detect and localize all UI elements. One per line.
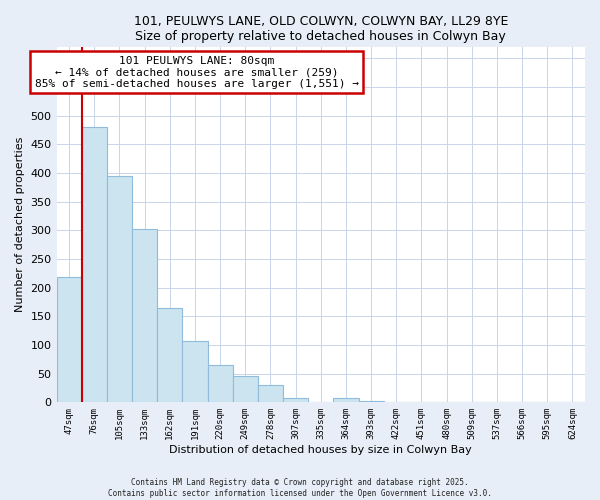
Bar bbox=[182, 341, 208, 402]
Bar bbox=[157, 308, 182, 402]
Text: 101 PEULWYS LANE: 80sqm
← 14% of detached houses are smaller (259)
85% of semi-d: 101 PEULWYS LANE: 80sqm ← 14% of detache… bbox=[35, 56, 359, 89]
Title: 101, PEULWYS LANE, OLD COLWYN, COLWYN BAY, LL29 8YE
Size of property relative to: 101, PEULWYS LANE, OLD COLWYN, COLWYN BA… bbox=[134, 15, 508, 43]
Bar bbox=[258, 384, 283, 402]
Text: Contains HM Land Registry data © Crown copyright and database right 2025.
Contai: Contains HM Land Registry data © Crown c… bbox=[108, 478, 492, 498]
Bar bbox=[82, 127, 107, 402]
Bar bbox=[132, 229, 157, 402]
Bar bbox=[233, 376, 258, 402]
X-axis label: Distribution of detached houses by size in Colwyn Bay: Distribution of detached houses by size … bbox=[169, 445, 472, 455]
Bar bbox=[283, 398, 308, 402]
Y-axis label: Number of detached properties: Number of detached properties bbox=[15, 137, 25, 312]
Bar bbox=[107, 176, 132, 402]
Bar bbox=[56, 278, 82, 402]
Bar bbox=[208, 365, 233, 403]
Bar bbox=[359, 400, 383, 402]
Bar bbox=[334, 398, 359, 402]
